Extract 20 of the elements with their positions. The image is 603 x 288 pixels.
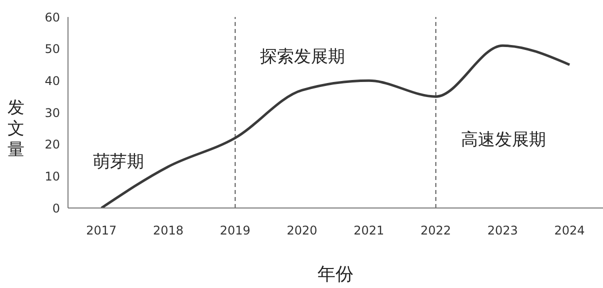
y-tick-label: 50	[44, 42, 60, 56]
y-tick-label: 60	[44, 10, 60, 24]
x-tick-label: 2017	[86, 224, 117, 238]
annotation: 萌芽期	[93, 151, 144, 173]
x-tick-label: 2023	[487, 224, 518, 238]
annotation: 探索发展期	[260, 46, 346, 68]
y-tick-label: 0	[52, 201, 60, 216]
x-tick-label: 2019	[220, 224, 250, 238]
y-tick-label: 10	[44, 169, 60, 184]
x-tick-label: 2022	[420, 224, 452, 238]
annotation: 高速发展期	[460, 129, 546, 151]
x-tick-label: 2021	[354, 224, 384, 238]
y-tick-label: 40	[44, 74, 60, 88]
x-tick-label: 2018	[153, 224, 184, 238]
x-tick-label: 2024	[554, 224, 585, 238]
x-tick-label: 2020	[286, 224, 318, 238]
x-axis-title: 年份	[316, 263, 354, 286]
y-axis-title: 发文量	[6, 98, 26, 161]
y-tick-label: 30	[44, 106, 60, 120]
y-tick-label: 20	[44, 138, 60, 152]
